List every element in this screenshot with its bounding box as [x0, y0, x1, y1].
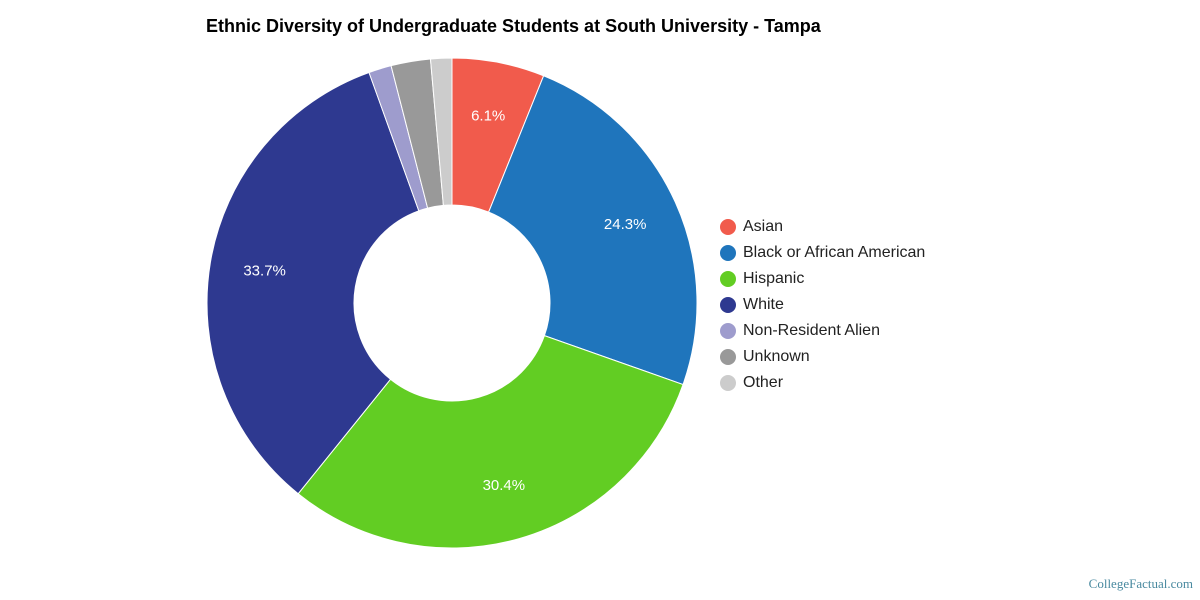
legend-item-other[interactable]: Other [720, 370, 925, 396]
legend-item-white[interactable]: White [720, 292, 925, 318]
legend-label: Unknown [743, 348, 810, 365]
legend-item-asian[interactable]: Asian [720, 214, 925, 240]
legend-swatch [720, 375, 736, 391]
slice-label-white: 33.7% [243, 262, 286, 279]
legend-label: Other [743, 374, 784, 391]
legend-item-black-or-african-american[interactable]: Black or African American [720, 240, 925, 266]
legend-swatch [720, 323, 736, 339]
watermark: CollegeFactual.com [1088, 576, 1193, 591]
slice-label-asian: 6.1% [471, 107, 505, 124]
chart-title: Ethnic Diversity of Undergraduate Studen… [206, 16, 821, 36]
legend: Asian Black or African American Hispanic Wh… [720, 214, 925, 396]
legend-swatch [720, 245, 736, 261]
slice-label-black-or-african-american: 24.3% [604, 216, 647, 233]
slice-black-or-african-american [487, 75, 698, 386]
legend-swatch [720, 297, 736, 313]
legend-item-non-resident-alien[interactable]: Non-Resident Alien [720, 318, 925, 344]
slice-hispanic [297, 334, 684, 549]
legend-swatch [720, 219, 736, 235]
legend-swatch [720, 349, 736, 365]
slice-other [429, 57, 453, 206]
legend-label: Hispanic [743, 270, 805, 287]
legend-label: Asian [743, 218, 784, 235]
slice-label-hispanic: 30.4% [483, 477, 526, 494]
slices-group [206, 57, 698, 549]
legend-swatch [720, 271, 736, 287]
legend-item-unknown[interactable]: Unknown [720, 344, 925, 370]
slice-white [206, 71, 420, 495]
legend-item-hispanic[interactable]: Hispanic [720, 266, 925, 292]
legend-label: White [743, 296, 784, 313]
slice-labels-group: 6.1% 24.3% 30.4% 33.7% [243, 107, 646, 493]
legend-label: Black or African American [743, 244, 926, 261]
legend-label: Non-Resident Alien [743, 322, 880, 339]
